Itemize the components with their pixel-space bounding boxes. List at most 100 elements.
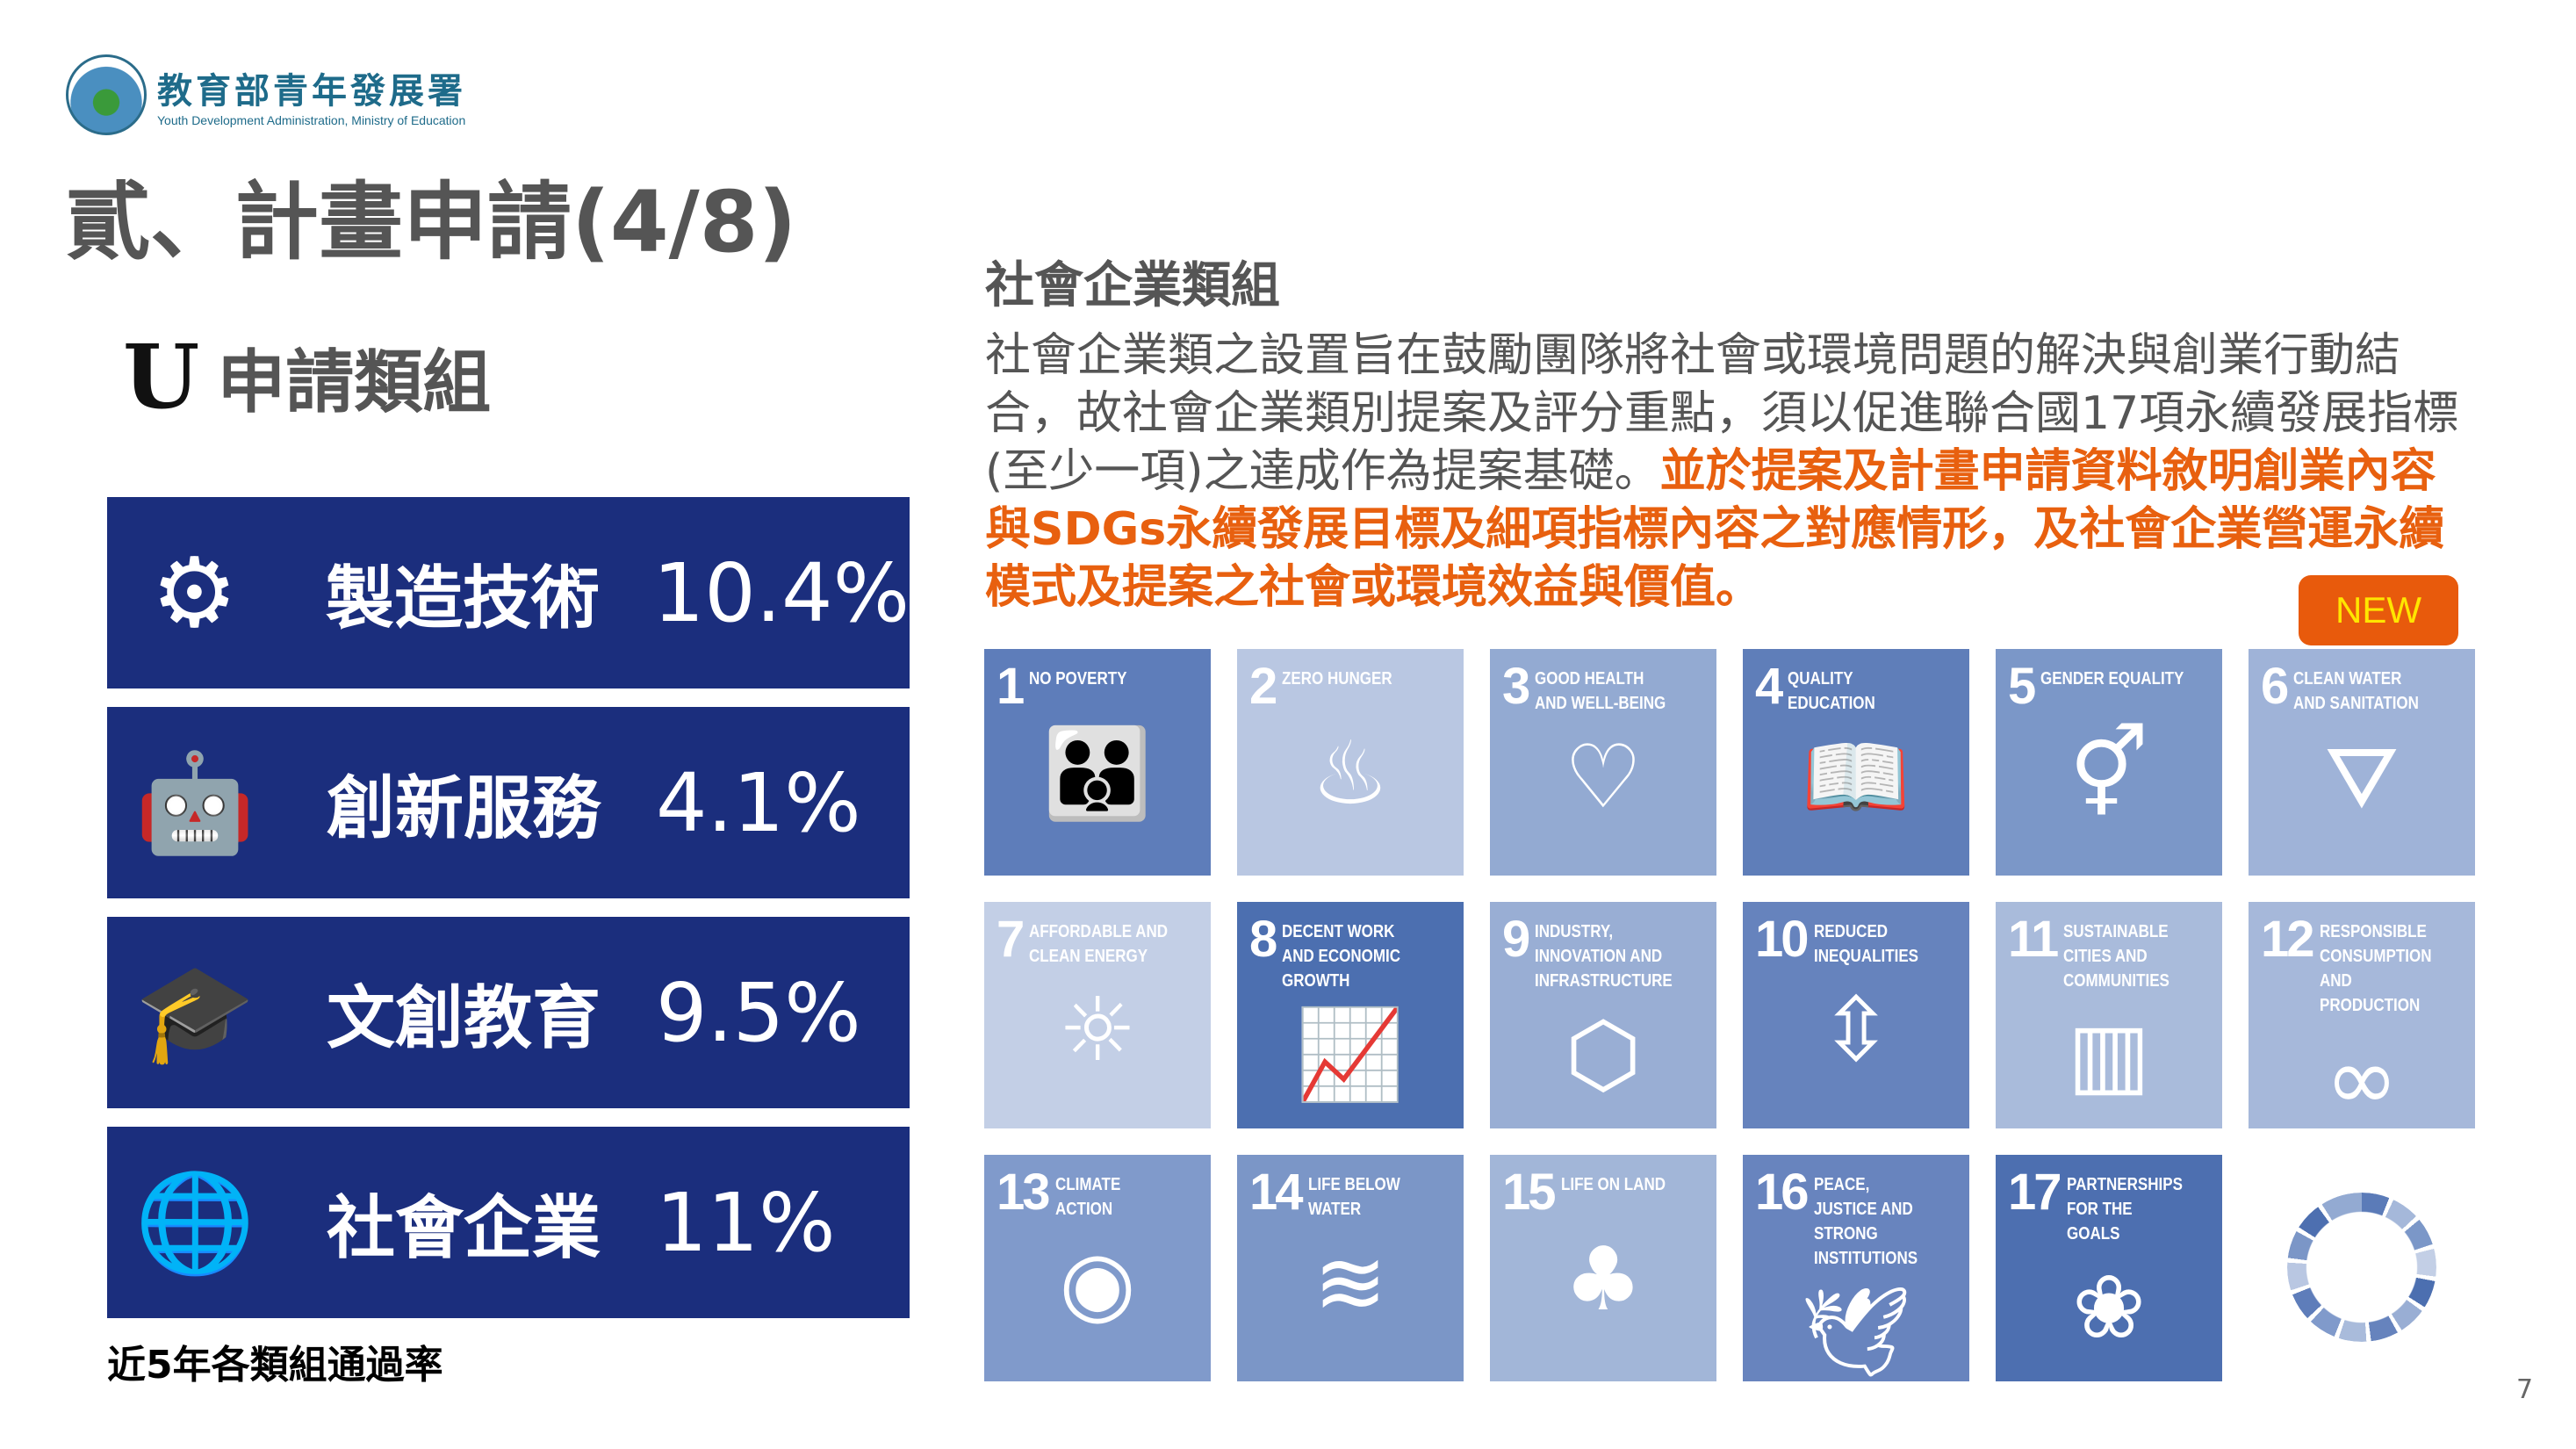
sdg-title: LIFE BELOW WATER [1307, 1175, 1400, 1219]
sdg-number: 17 [2008, 1164, 2062, 1221]
text-normal: 社會企業類之設置旨在鼓勵團隊將社會或環境問題的解決與創業行動結合，故社會企業類別… [985, 329, 2459, 498]
sdg-tile-17: 17 PARTNERSHIPS FOR THE GOALS ❀ [1996, 1155, 2222, 1381]
category-label: 社會企業 [327, 1189, 601, 1268]
category-rate: 4.1% [656, 755, 861, 850]
sdg-icon: ⛛ [2325, 725, 2399, 828]
logo-name-cn: 教育部青年發展署 [157, 71, 466, 112]
page-number: 7 [2516, 1374, 2534, 1405]
sdg-tile-10: 10 REDUCED INEQUALITIES ⇳ [1743, 902, 1969, 1128]
sdg-tile-14: 14 LIFE BELOW WATER ≋ [1237, 1155, 1464, 1381]
category-rate: 10.4% [652, 545, 910, 640]
category-panel: 🤖 創新服務 4.1% [107, 707, 910, 898]
sdg-number: 16 [1755, 1164, 1809, 1221]
sdg-title: SUSTAINABLE CITIES AND COMMUNITIES [2063, 922, 2170, 991]
sdg-number: 14 [1249, 1164, 1303, 1221]
sdg-tile-1: 1 NO POVERTY 👪 [984, 649, 1211, 876]
sdg-icon: 📖 [1801, 725, 1911, 828]
category-panel: 🌐 社會企業 11% [107, 1127, 910, 1318]
sdg-icon: ♡ [1564, 725, 1643, 828]
new-badge: NEW [2299, 575, 2458, 645]
sdg-title: PARTNERSHIPS FOR THE GOALS [2066, 1175, 2183, 1244]
sdg-number: 3 [1502, 658, 1530, 715]
sdg-number: 9 [1502, 911, 1530, 968]
category-panel: 🎓 文創教育 9.5% [107, 917, 910, 1108]
sdg-number: 5 [2008, 658, 2036, 715]
sdg-title: INDUSTRY, INNOVATION AND INFRASTRUCTURE [1535, 922, 1673, 991]
category-label: 文創教育 [327, 979, 601, 1058]
sdg-number: 12 [2261, 911, 2314, 968]
sdg-tile-5: 5 GENDER EQUALITY ⚥ [1996, 649, 2222, 876]
sdg-icon: ❀ [2072, 1256, 2146, 1359]
sdg-title: LIFE ON LAND [1560, 1175, 1666, 1194]
category-rate: 9.5% [656, 965, 861, 1060]
sdg-tile-13: 13 CLIMATE ACTION ◉ [984, 1155, 1211, 1381]
sdg-tile-4: 4 QUALITY EDUCATION 📖 [1743, 649, 1969, 876]
sdg-title: DECENT WORK AND ECONOMIC GROWTH [1282, 922, 1401, 991]
section-title: 社會企業類組 [985, 257, 1280, 314]
sdg-number: 1 [997, 658, 1025, 715]
sdg-title: PEACE, JUSTICE AND STRONG INSTITUTIONS [1813, 1175, 1918, 1268]
sdg-title: CLIMATE ACTION [1054, 1175, 1120, 1219]
section-text: 社會企業類之設置旨在鼓勵團隊將社會或環境問題的解決與創業行動結合，故社會企業類別… [985, 327, 2478, 616]
graduation-cap-icon: 🎓 [134, 956, 255, 1069]
bullet-icon: U [123, 325, 200, 429]
sdg-title: GOOD HEALTH AND WELL-BEING [1535, 669, 1666, 713]
category-label: 製造技術 [325, 559, 600, 638]
sdg-title: QUALITY EDUCATION [1788, 669, 1876, 713]
sdg-title: REDUCED INEQUALITIES [1813, 922, 1918, 966]
logo-name-en: Youth Development Administration, Minist… [157, 113, 466, 127]
sdg-number: 11 [2008, 911, 2059, 968]
sdg-number: 6 [2261, 658, 2289, 715]
sdg-tile-8: 8 DECENT WORK AND ECONOMIC GROWTH 📈 [1237, 902, 1464, 1128]
sdg-tile-9: 9 INDUSTRY, INNOVATION AND INFRASTRUCTURE… [1490, 902, 1716, 1128]
sdg-number: 15 [1502, 1164, 1556, 1221]
category-rate: 11% [656, 1175, 836, 1270]
sdg-wheel-tile [2249, 1154, 2475, 1381]
page-title: 貳、計畫申請(4/8) [66, 173, 797, 271]
category-label: 創新服務 [327, 769, 601, 848]
sdg-number: 10 [1755, 911, 1809, 968]
sdg-tile-11: 11 SUSTAINABLE CITIES AND COMMUNITIES ▥ [1996, 902, 2222, 1128]
sdg-icon: 👪 [1042, 722, 1153, 825]
sdg-tile-3: 3 GOOD HEALTH AND WELL-BEING ♡ [1490, 649, 1716, 876]
sdg-tile-16: 16 PEACE, JUSTICE AND STRONG INSTITUTIONS… [1743, 1155, 1969, 1381]
sdg-number: 8 [1249, 911, 1277, 968]
sdg-icon: ♣ [1564, 1228, 1643, 1330]
robot-icon: 🤖 [134, 746, 255, 859]
sdg-title: AFFORDABLE AND CLEAN ENERGY [1029, 922, 1169, 966]
sdg-tile-6: 6 CLEAN WATER AND SANITATION ⛛ [2249, 649, 2475, 876]
sdg-wheel-icon [2287, 1193, 2436, 1342]
sdg-title: RESPONSIBLE CONSUMPTION AND PRODUCTION [2319, 922, 2432, 1015]
sdg-title: NO POVERTY [1029, 669, 1127, 688]
sdg-number: 2 [1249, 658, 1277, 715]
sdg-icon: ≋ [1313, 1231, 1387, 1334]
sdg-icon: ∞ [2325, 1027, 2399, 1130]
sdg-icon: ☼ [1058, 978, 1137, 1081]
sdg-number: 7 [997, 911, 1025, 968]
sdg-title: ZERO HUNGER [1282, 669, 1392, 688]
sdg-tile-12: 12 RESPONSIBLE CONSUMPTION AND PRODUCTION… [2249, 902, 2475, 1128]
sdg-icon: ⇳ [1819, 978, 1893, 1081]
logo: 教育部青年發展署 Youth Development Administratio… [66, 54, 466, 135]
globe-hands-icon: 🌐 [134, 1166, 255, 1279]
sdg-icon: ♨ [1311, 722, 1390, 825]
sdg-number: 13 [997, 1164, 1050, 1221]
sdg-tile-15: 15 LIFE ON LAND ♣ [1490, 1155, 1716, 1381]
sdg-icon: ⚥ [2069, 722, 2149, 825]
category-panel: ⚙ 製造技術 10.4% [107, 497, 910, 688]
subheading: U 申請類組 [123, 325, 491, 429]
sdg-icon: 🕊 [1800, 1280, 1912, 1383]
sdg-title: GENDER EQUALITY [2040, 669, 2184, 688]
sdg-tile-7: 7 AFFORDABLE AND CLEAN ENERGY ☼ [984, 902, 1211, 1128]
footnote: 近5年各類組通過率 [107, 1343, 443, 1388]
gear-icon: ⚙ [151, 537, 238, 649]
sdg-icon: ⬡ [1565, 1003, 1642, 1106]
text-highlight: 並於提案及計畫申請資料敘明創業內容與SDGs永續發展目標及細項指標內容之對應情形… [985, 445, 2445, 614]
sdg-number: 4 [1755, 658, 1783, 715]
sdg-icon: ◉ [1059, 1231, 1136, 1334]
sdg-title: CLEAN WATER AND SANITATION [2293, 669, 2420, 713]
sdg-icon: ▥ [2067, 1003, 2151, 1106]
ministry-seal-icon [66, 54, 147, 135]
subheading-text: 申請類組 [217, 343, 492, 422]
sdg-icon: 📈 [1295, 1003, 1406, 1106]
